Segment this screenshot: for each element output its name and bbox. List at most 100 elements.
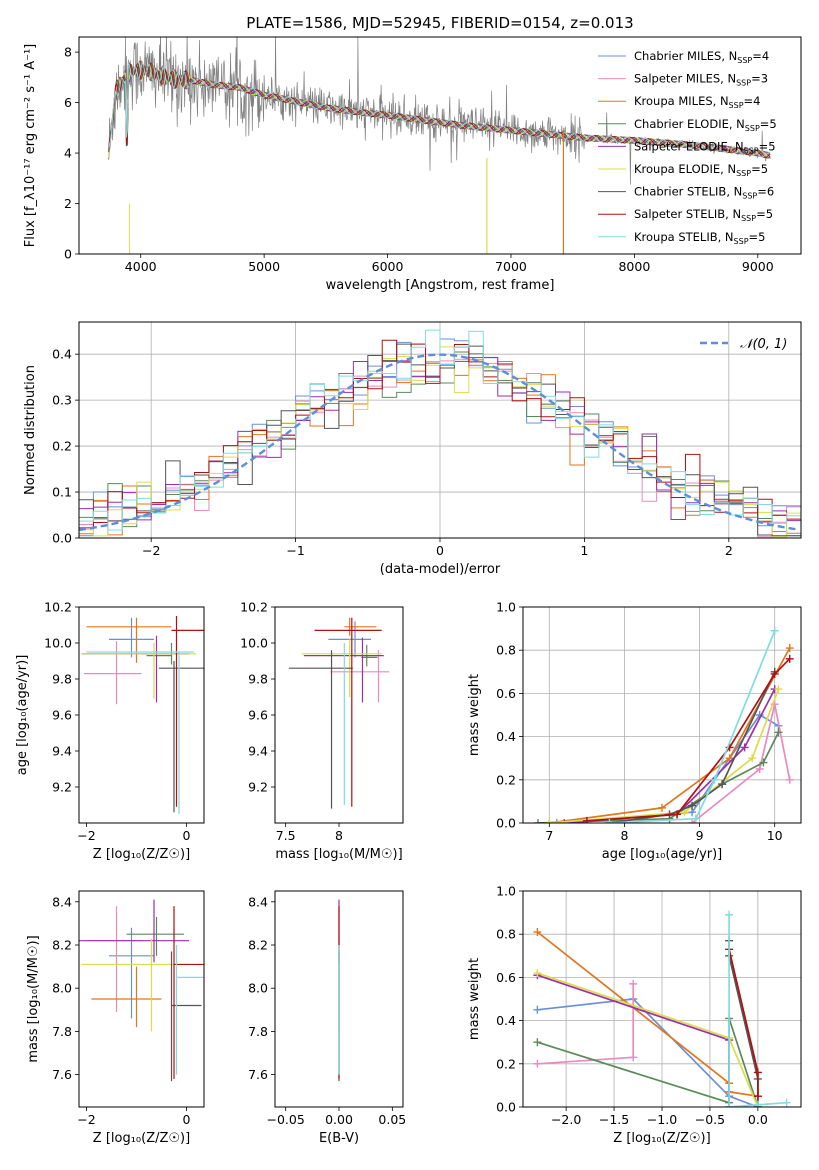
x-tick-label: 0.0 [748,1112,768,1127]
legend-label: Chabrier ELODIE, NSSP=5 [634,117,777,133]
y-tick-label: 0.2 [52,439,72,454]
y-tick-label: 0.4 [496,1013,516,1028]
mass-weight-line [537,1018,759,1107]
data-point [545,819,554,823]
axes-frame [522,606,802,824]
data-point [782,1098,791,1107]
data-point [774,728,783,737]
data-point [770,626,779,635]
model-spectrum-line [108,62,771,159]
x-tick-label: 9000 [742,259,774,274]
axes-1: −2 −1 0 1 2 0.0 0.1 0.2 0.3 0.4 (data-model)/error… [23,321,802,577]
legend-label: Chabrier MILES, NSSP=4 [634,49,769,65]
y-tick-label: 9.8 [52,672,72,687]
data-point [755,765,764,773]
x-tick-label: −2.0 [551,1112,581,1127]
plot-area [81,616,204,814]
y-tick-label: 8.4 [248,894,268,909]
y-axis-label: mass weight [467,958,482,1040]
x-tick-label: 0 [183,828,191,843]
y-tick-label: 0.8 [496,643,516,658]
axes-5: −2 0 7.6 7.8 8.0 8.2 8.4 Z [log₁₀(Z/Z☉)] mass [l… [26,890,205,1146]
legend: Chabrier MILES, NSSP=4 Salpeter MILES, NS… [598,49,777,246]
x-tick-label: 7 [545,828,553,843]
data-point [785,654,794,663]
y-axis-label: Flux [f_λ10⁻¹⁷ erg cm⁻² s⁻¹ A⁻¹] [23,44,38,248]
model-spectrum-line [108,59,771,157]
normal-curve [79,353,799,532]
data-point [710,775,719,784]
data-point [753,1068,762,1077]
y-tick-label: 10.0 [240,636,268,651]
legend-label: Chabrier STELIB, NSSP=6 [634,185,774,201]
x-axis-label: (data-model)/error [380,562,501,577]
y-tick-label: 9.4 [52,744,72,759]
mass-weight-line [537,998,759,1107]
data-point [785,644,794,653]
data-point [552,819,561,823]
plot-area [79,899,204,1082]
legend-label: Salpeter ELODIE, NSSP=5 [634,139,776,155]
legend-label: Salpeter STELIB, NSSP=5 [634,207,773,223]
axes-frame [78,890,205,1108]
data-point [774,685,783,694]
legend-label: Salpeter MILES, NSSP=3 [634,72,768,88]
data-point [582,816,591,823]
y-tick-label: 0.8 [496,927,516,942]
plot-area [108,37,771,254]
plot-area [534,626,794,823]
y-tick-label: 8.2 [248,938,268,953]
y-tick-label: 0.0 [496,816,516,831]
y-tick-label: 0.0 [52,531,72,546]
y-tick-label: 0.2 [496,772,516,787]
axes-0: 4000 5000 6000 7000 8000 9000 0 2 4 6 8 wavelength … [23,36,802,293]
mass-weight-line [537,731,780,823]
data-point [688,801,697,810]
axes-2: −2 0 9.2 9.4 9.6 9.8 10.0 10.2 Z [log₁₀(Z/Z☉)] ag… [15,600,205,862]
data-point [725,1103,734,1107]
mass-weight-line [609,630,776,823]
y-axis-label: Normed distribution [23,365,38,495]
legend-label: 𝒩(0, 1) [740,337,787,352]
x-tick-label: −2 [77,828,95,843]
data-point [629,1053,638,1062]
axes-frame [78,36,802,255]
y-tick-label: 7.8 [248,1024,268,1039]
data-point [533,928,542,937]
mass-weight-line [728,914,787,1107]
y-tick-label: 4 [64,146,72,161]
x-tick-label: 0 [436,543,444,558]
x-tick-label: −1 [286,543,304,558]
y-tick-label: 10.0 [44,636,72,651]
data-point [629,979,638,988]
data-point [533,1059,542,1068]
x-axis-label: age [log₁₀(age/yr)] [602,847,723,862]
y-tick-label: 9.2 [52,780,72,795]
data-point [534,819,543,823]
x-tick-label: 0.00 [325,1112,353,1127]
x-tick-label: 1 [580,543,588,558]
x-tick-label: −2 [142,543,160,558]
mass-weight-line [549,647,791,823]
y-tick-label: 0.2 [496,1056,516,1071]
y-tick-label: 0.1 [52,485,72,500]
y-axis-label: mass [log₁₀(M/M☉)] [26,935,41,1062]
y-tick-label: 1.0 [496,884,516,899]
plot-area [533,910,791,1107]
y-tick-label: 10.2 [240,600,268,615]
data-point [753,1092,762,1101]
x-axis-label: Z [log₁₀(Z/Z☉)] [93,1131,190,1146]
x-axis-label: Z [log₁₀(Z/Z☉)] [93,847,190,862]
data-point [673,810,682,819]
y-tick-label: 0.3 [52,393,72,408]
data-point [688,819,697,823]
legend-label: Kroupa ELODIE, NSSP=5 [634,162,768,178]
histogram-step [79,329,801,538]
mass-weight-line [549,688,780,823]
y-tick-label: 9.2 [248,780,268,795]
y-axis-label: age [log₁₀(age/yr)] [15,655,30,776]
y-axis-label: mass weight [467,674,482,756]
x-tick-label: 2 [725,543,733,558]
x-tick-label: 8000 [618,259,650,274]
y-tick-label: 8.2 [52,938,72,953]
